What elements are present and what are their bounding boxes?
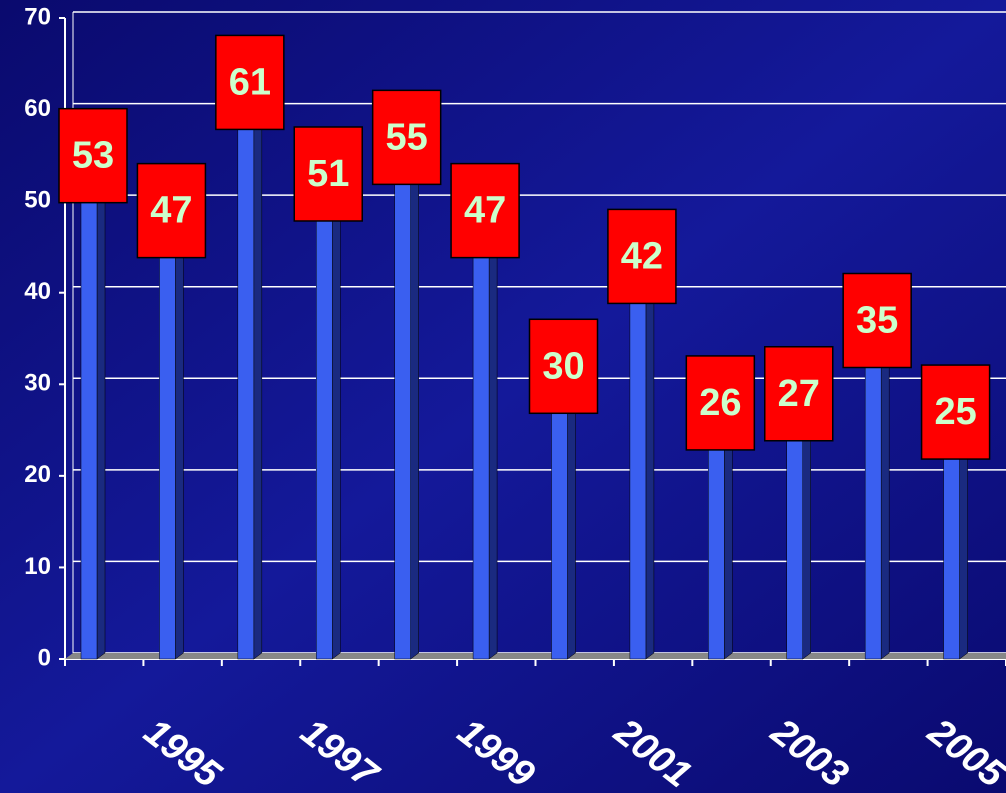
bar-group: 30: [528, 318, 599, 660]
value-label: 25: [934, 391, 976, 433]
value-label-box: [528, 318, 599, 415]
bar: [786, 411, 803, 660]
bar: [316, 191, 333, 660]
bar: [237, 100, 255, 660]
value-label: 26: [699, 382, 741, 424]
y-tick-label: 40: [24, 278, 51, 305]
value-label: 53: [72, 135, 114, 177]
value-label-box: [215, 34, 285, 131]
value-label: 55: [386, 116, 428, 158]
bar-side: [802, 405, 811, 660]
bar-group: 27: [764, 346, 834, 660]
y-tick-label: 0: [38, 644, 51, 671]
value-label-box: [450, 162, 520, 259]
bar-group: 47: [136, 162, 207, 660]
bar: [629, 274, 647, 660]
bar-group: 55: [371, 89, 442, 660]
bar-group: 61: [215, 34, 285, 660]
y-tick-label: 30: [24, 370, 51, 397]
bar: [159, 228, 176, 660]
value-label: 27: [778, 373, 820, 415]
bar: [864, 338, 882, 660]
bar-group: 42: [607, 208, 677, 660]
y-tick-label: 60: [24, 95, 51, 122]
bar-group: 47: [450, 162, 520, 660]
bar-side: [332, 185, 341, 660]
bar-side: [488, 222, 498, 660]
bar: [394, 155, 411, 660]
y-tick-label: 20: [24, 461, 51, 488]
floor: [65, 653, 1006, 659]
bar-side: [175, 222, 184, 660]
bar: [551, 384, 568, 660]
bar-group: 51: [293, 126, 363, 660]
value-label-box: [685, 355, 756, 451]
value-label-box: [371, 89, 442, 186]
value-label: 47: [150, 190, 192, 232]
value-label: 61: [229, 61, 271, 103]
bar-side: [567, 377, 576, 660]
bar: [708, 420, 725, 660]
bar: [472, 228, 490, 660]
value-label-box: [607, 208, 677, 305]
bar-group: 26: [685, 355, 756, 660]
bar-side: [253, 93, 263, 660]
bar-side: [645, 267, 655, 660]
bar-side: [96, 167, 106, 660]
bar-group: 25: [920, 364, 991, 660]
bar-group: 53: [58, 107, 128, 660]
value-label-box: [764, 346, 834, 442]
value-label-box: [293, 126, 363, 222]
bar: [80, 173, 98, 660]
value-label-box: [136, 162, 207, 259]
value-label: 42: [621, 235, 663, 277]
value-label-box: [58, 107, 128, 204]
y-tick-label: 50: [24, 186, 51, 213]
value-label-box: [920, 364, 991, 460]
bar: [943, 429, 960, 660]
y-tick-label: 70: [24, 3, 51, 30]
bar-group: 35: [842, 272, 912, 660]
bar-side: [410, 148, 419, 660]
value-label-box: [842, 272, 912, 369]
value-label: 51: [307, 153, 349, 195]
y-tick-label: 10: [24, 553, 51, 580]
bar-side: [724, 414, 733, 660]
value-label: 35: [856, 300, 898, 342]
bar-side: [880, 332, 890, 660]
value-label: 30: [542, 345, 584, 387]
value-label: 47: [464, 190, 506, 232]
